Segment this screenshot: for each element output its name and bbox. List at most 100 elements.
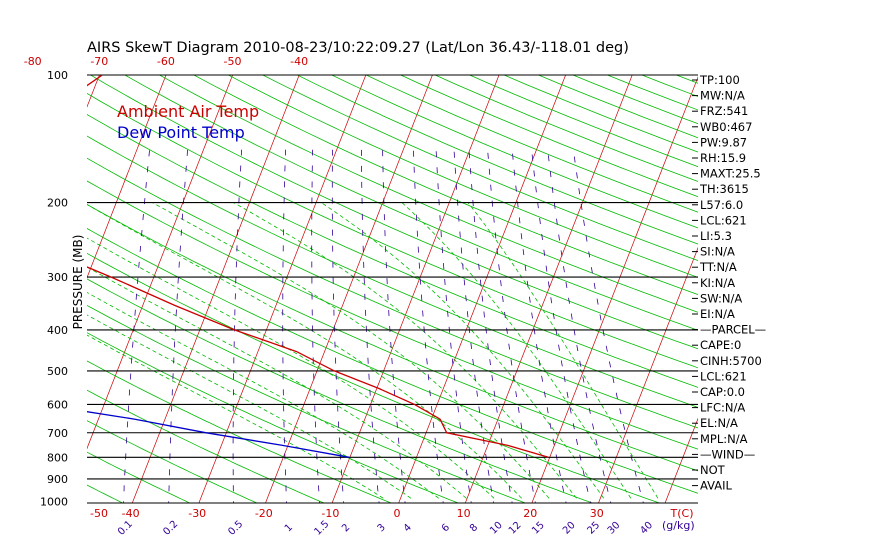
stability-index-item: KI:N/A: [700, 276, 735, 290]
stability-index-item: TH:3615: [699, 182, 749, 196]
chart-title: AIRS SkewT Diagram 2010-08-23/10:22:09.2…: [87, 40, 629, 56]
moist-adiabat-line: [87, 292, 439, 499]
dry-adiabat-line: [87, 157, 698, 429]
isotherm-line: [87, 75, 167, 279]
dry-adiabat-line: [227, 75, 698, 278]
isotherm-line: [531, 76, 698, 503]
bottom-temp-tick-label: 0: [394, 507, 401, 520]
dry-adiabat-line: [87, 114, 698, 388]
bottom-temp-tick-label: -20: [255, 507, 273, 520]
bottom-temp-tick-label: -10: [321, 507, 339, 520]
stability-index-item: WB0:467: [700, 120, 752, 134]
pressure-tick-label: 1000: [40, 495, 68, 508]
stability-index-item: LCL:621: [700, 369, 747, 383]
dry-adiabat-line: [193, 75, 698, 296]
dry-adiabat-line: [87, 228, 698, 494]
moist-adiabat-line: [87, 204, 522, 499]
dry-adiabat-line: [87, 203, 698, 472]
pressure-tick-label: 200: [47, 197, 68, 210]
stability-index-item: LFC:N/A: [700, 401, 745, 415]
isotherm-line: [464, 75, 633, 503]
dry-adiabat-line: [158, 75, 698, 313]
stability-index-item: MPL:N/A: [700, 432, 748, 446]
stability-index-item: CINH:5700: [700, 354, 762, 368]
stability-index-item: CAPE:0: [700, 338, 741, 352]
dew-point-temp-line: [87, 411, 350, 458]
stability-index-item: CAP:0.0: [700, 385, 745, 399]
stability-index-item: LCL:621: [700, 213, 747, 227]
pressure-tick-label: 900: [47, 473, 68, 486]
top-temp-tick-label: -50: [224, 55, 242, 68]
mixing-ratio-unit-label: (g/kg): [662, 519, 695, 532]
stability-index-item: FRZ:541: [700, 104, 748, 118]
isotherm-line: [87, 75, 233, 450]
pressure-tick-label: 400: [47, 324, 68, 337]
legend-dew-point-temp: Dew Point Temp: [117, 123, 245, 142]
isotherm-line: [331, 75, 500, 503]
bottom-temp-tick-label: -50: [90, 507, 108, 520]
dry-adiabat-line: [87, 180, 698, 450]
isotherm-line: [664, 417, 698, 503]
top-temp-tick-label: -80: [24, 55, 42, 68]
dry-adiabat-line: [87, 92, 698, 369]
stability-index-item: NOT: [700, 463, 726, 477]
stability-index-item: SI:N/A: [700, 245, 735, 259]
bottom-temp-tick-label: -40: [122, 507, 140, 520]
stability-index-item: —WIND—: [700, 447, 755, 461]
stability-index-item: TT:N/A: [699, 260, 737, 274]
pressure-tick-label: 700: [47, 427, 68, 440]
moist-adiabat-line: [320, 202, 605, 499]
stability-index-item: PW:9.87: [700, 135, 747, 149]
pressure-tick-label: 600: [47, 398, 68, 411]
top-temp-tick-label: -60: [157, 55, 175, 68]
bottom-temp-tick-label: 30: [590, 507, 604, 520]
y-axis-label: PRESSURE (MB): [71, 235, 85, 330]
dry-adiabat-line: [87, 135, 698, 408]
stability-index-item: EI:N/A: [700, 307, 735, 321]
dry-adiabat-line: [87, 420, 258, 503]
dry-adiabat-line: [87, 304, 527, 503]
isotherm-line: [598, 246, 698, 503]
stability-index-item: LI:5.3: [700, 229, 732, 243]
dry-adiabat-line: [87, 278, 594, 503]
dry-adiabat-line: [87, 451, 191, 503]
ambient-air-temp-line: [87, 75, 549, 458]
legend: Ambient Air Temp Dew Point Temp: [117, 102, 259, 142]
stability-index-item: MAXT:25.5: [700, 167, 761, 181]
pressure-tick-label: 800: [47, 451, 68, 464]
dry-adiabat-line: [87, 252, 661, 503]
isotherm-line: [131, 75, 300, 503]
bottom-temp-tick-label: 10: [457, 507, 471, 520]
sounding-series: [87, 75, 549, 458]
dry-adiabat-line: [87, 389, 325, 503]
dry-adiabat-line: [261, 75, 698, 261]
legend-ambient-air-temp: Ambient Air Temp: [117, 102, 259, 121]
stability-index-item: RH:15.9: [700, 151, 746, 165]
isotherm-line: [398, 75, 566, 503]
dry-adiabat-line: [87, 332, 460, 503]
dry-adiabat-line: [87, 360, 393, 503]
isotherm-line: [265, 75, 433, 503]
stability-index-item: MW:N/A: [700, 89, 745, 103]
pressure-tick-label: 300: [47, 271, 68, 284]
isobars: [87, 74, 698, 504]
stability-index-item: AVAIL: [700, 479, 733, 493]
isotherm-line: [198, 75, 367, 503]
stability-index-item: SW:N/A: [700, 291, 742, 305]
stability-index-item: TP:100: [699, 73, 740, 87]
bottom-temp-tick-label: 20: [523, 507, 537, 520]
moist-adiabat-line: [467, 202, 659, 499]
pressure-tick-label: 500: [47, 365, 68, 378]
dry-adiabat-line: [89, 75, 698, 350]
bottom-temp-tick-label: -30: [188, 507, 206, 520]
dry-adiabat-line: [124, 75, 698, 331]
top-temp-tick-label: -40: [290, 55, 308, 68]
top-temp-tick-label: -70: [90, 55, 108, 68]
stability-index-item: —PARCEL—: [700, 323, 766, 337]
stability-index-item: EL:N/A: [700, 416, 738, 430]
bottom-temp-unit-label: T(C): [670, 507, 694, 520]
pressure-tick-label: 100: [47, 69, 68, 82]
